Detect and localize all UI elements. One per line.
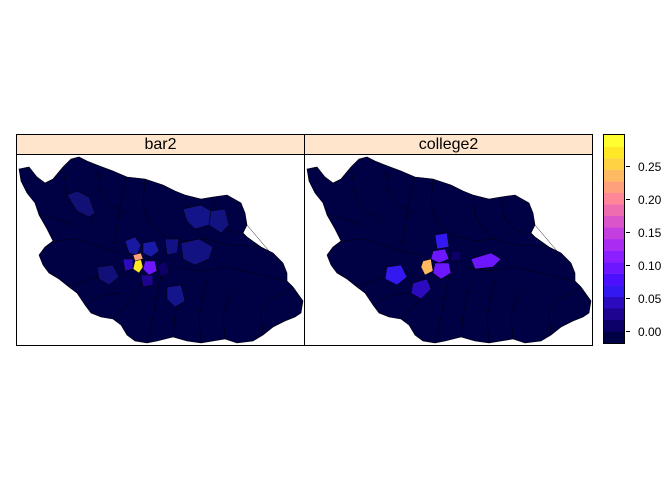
color-key-band — [604, 319, 624, 332]
color-key-band — [604, 169, 624, 182]
color-key-tick: 0.20 — [626, 193, 668, 207]
color-key-band — [604, 215, 624, 228]
color-key-tick: 0.15 — [626, 226, 668, 240]
tick-mark — [626, 166, 630, 167]
color-key-band — [604, 250, 624, 263]
district-core-orange — [132, 252, 144, 262]
color-key — [603, 134, 625, 344]
district-core-orange — [420, 258, 434, 276]
district-center-1 — [124, 236, 142, 256]
district-southwest-blue — [410, 278, 432, 300]
color-key-band — [604, 146, 624, 159]
color-key-band — [604, 181, 624, 193]
district-center-violet — [430, 248, 450, 264]
color-key-band — [604, 135, 624, 147]
panel-college2: college2 — [304, 134, 593, 346]
choropleth-map-bar2 — [18, 156, 304, 344]
panel-strip-title: college2 — [305, 135, 592, 155]
tick-mark — [626, 199, 630, 200]
color-key-band — [604, 192, 624, 205]
color-key-band — [604, 273, 624, 286]
district-core-violet — [142, 260, 158, 276]
district-northeast — [208, 208, 230, 234]
tick-label: 0.05 — [638, 292, 662, 306]
color-key-tick: 0.00 — [626, 325, 668, 339]
color-key-tick: 0.25 — [626, 160, 668, 174]
color-key-band — [604, 285, 624, 297]
district-core-violet-2 — [432, 262, 452, 280]
district-center-2 — [142, 240, 160, 258]
district-center-4 — [96, 264, 120, 286]
color-key-band — [604, 204, 624, 217]
tick-label: 0.00 — [638, 325, 662, 339]
district-east-violet — [470, 252, 502, 270]
district-boundaries — [38, 164, 294, 344]
color-key-band — [604, 262, 624, 274]
color-key-band — [604, 296, 624, 309]
color-key-band — [604, 239, 624, 251]
district-south-center — [166, 284, 186, 308]
district-center-dark — [450, 250, 462, 262]
panel-strip-title: bar2 — [17, 135, 304, 155]
panel-bar2: bar2 — [16, 134, 305, 346]
city-region-base — [306, 156, 592, 344]
tick-label: 0.15 — [638, 226, 662, 240]
district-east-center — [180, 238, 214, 266]
tick-mark — [626, 265, 630, 266]
tick-label: 0.20 — [638, 193, 662, 207]
tick-label: 0.25 — [638, 160, 662, 174]
district-northwest — [66, 190, 96, 218]
color-key-bands — [604, 135, 624, 343]
district-core-blue-3 — [156, 260, 170, 278]
choropleth-map-college2 — [306, 156, 592, 344]
district-core-blue-1 — [122, 258, 134, 272]
district-center-3 — [164, 238, 180, 256]
district-core-blue-2 — [140, 274, 154, 288]
color-key-band — [604, 331, 624, 343]
color-key-band — [604, 308, 624, 321]
tick-mark — [626, 232, 630, 233]
color-key-tick: 0.05 — [626, 292, 668, 306]
district-north-center — [434, 232, 450, 250]
tick-mark — [626, 298, 630, 299]
color-key-band — [604, 158, 624, 170]
color-key-band — [604, 227, 624, 240]
tick-mark — [626, 331, 630, 332]
tick-label: 0.10 — [638, 259, 662, 273]
city-region-base — [18, 156, 304, 344]
district-west-blue — [384, 264, 408, 286]
color-key-tick: 0.10 — [626, 259, 668, 273]
